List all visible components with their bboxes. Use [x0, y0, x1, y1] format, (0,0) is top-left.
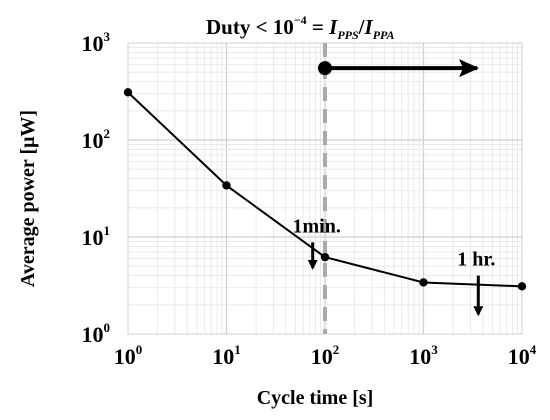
data-point: [419, 278, 428, 287]
annotation-label: 1min.: [293, 215, 341, 237]
data-point: [222, 181, 231, 190]
annotation-label: 1 hr.: [457, 249, 495, 271]
x-tick-label: 100: [114, 342, 143, 369]
y-tick-label: 101: [82, 223, 111, 250]
x-tick-label: 103: [409, 342, 438, 369]
y-axis-label: Average power [μW]: [17, 110, 39, 287]
y-tick-label: 103: [82, 29, 111, 56]
chart-title: Duty < 10−4 = IPPS/IPPA: [206, 13, 394, 42]
y-tick-label: 102: [82, 126, 111, 153]
x-axis-label: Cycle time [s]: [257, 387, 374, 409]
data-point: [517, 282, 527, 291]
y-tick-label: 100: [82, 320, 111, 347]
data-point: [123, 88, 133, 97]
x-tick-label: 101: [212, 342, 241, 369]
grid: [128, 43, 522, 334]
x-tick-label: 104: [508, 342, 537, 369]
x-tick-label: 102: [311, 342, 340, 369]
data-point: [320, 252, 330, 262]
